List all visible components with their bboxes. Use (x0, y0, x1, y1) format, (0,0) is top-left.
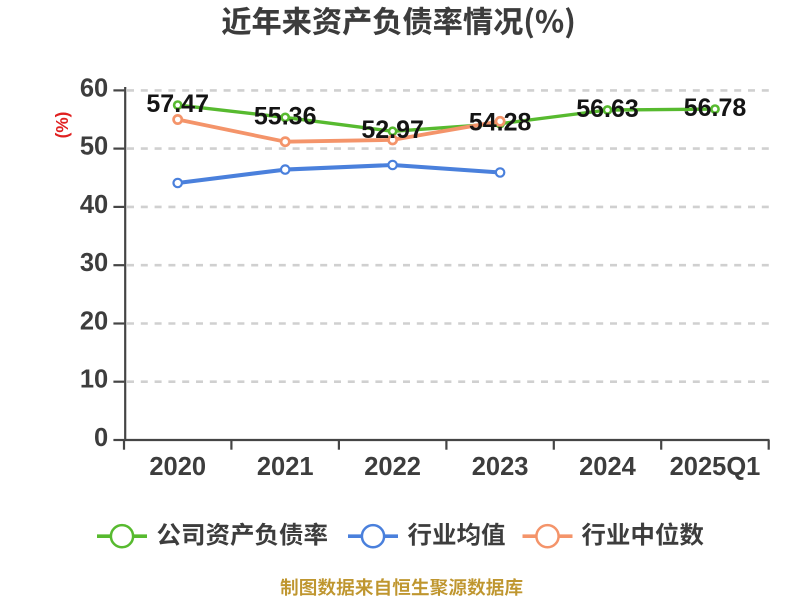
svg-text:52.97: 52.97 (361, 116, 424, 144)
svg-text:2024: 2024 (579, 453, 637, 481)
svg-text:30: 30 (80, 249, 108, 277)
svg-text:20: 20 (80, 308, 108, 336)
svg-text:56.63: 56.63 (576, 95, 639, 123)
svg-text:54.28: 54.28 (469, 109, 532, 137)
svg-text:10: 10 (80, 366, 108, 394)
svg-text:2021: 2021 (257, 453, 314, 481)
svg-text:56.78: 56.78 (684, 94, 747, 122)
svg-text:60: 60 (80, 74, 108, 102)
svg-text:2025Q1: 2025Q1 (670, 453, 761, 481)
svg-text:0: 0 (94, 424, 108, 452)
svg-text:55.36: 55.36 (254, 102, 317, 130)
svg-text:(%): (%) (52, 112, 72, 139)
svg-text:40: 40 (80, 191, 108, 219)
svg-text:57.47: 57.47 (146, 90, 209, 118)
svg-text:2022: 2022 (364, 453, 421, 481)
svg-text:2020: 2020 (149, 453, 206, 481)
svg-text:50: 50 (80, 133, 108, 161)
svg-text:2023: 2023 (472, 453, 529, 481)
